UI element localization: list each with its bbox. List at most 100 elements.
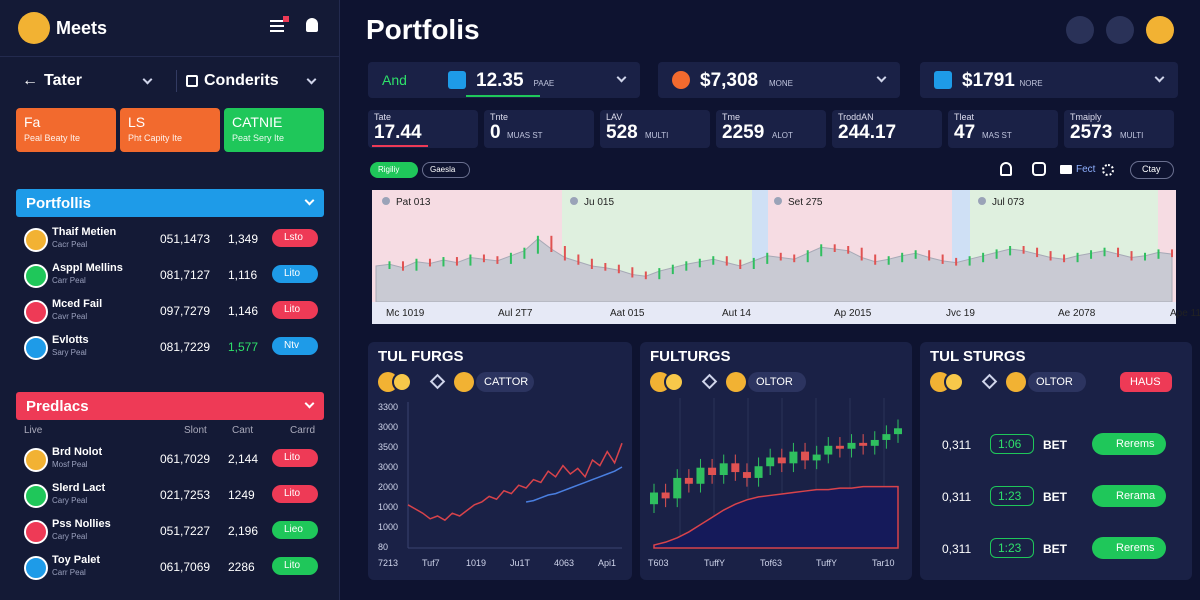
x-tick-label: Aat 015	[610, 308, 645, 319]
chip[interactable]	[370, 162, 418, 178]
chip-label[interactable]: Rigiliy	[378, 165, 400, 174]
row-action-label[interactable]: Lsto	[284, 232, 303, 243]
row-action-label[interactable]: Lito	[284, 452, 301, 463]
row-action-label[interactable]: Lito	[284, 560, 301, 571]
candle-body	[684, 477, 693, 484]
summary-icon	[448, 71, 466, 89]
candle-body	[777, 457, 786, 464]
candle-body	[673, 477, 682, 499]
main-chart: Pat 013 Ju 015 Set 275 Jul 073 Mc 1019 Aul 2T…	[372, 190, 1200, 324]
panel-title: TUL FURGS	[378, 348, 464, 365]
section-header[interactable]	[16, 392, 324, 420]
tool-button[interactable]	[1130, 161, 1174, 179]
tool-label[interactable]: Fect	[1076, 164, 1096, 175]
candle-body	[708, 467, 717, 475]
coin-icon	[664, 372, 684, 392]
stat-card	[1064, 110, 1174, 148]
card[interactable]	[16, 108, 116, 152]
chart-tab[interactable]: Ju 015	[584, 197, 614, 208]
chip-label[interactable]: Gaesla	[430, 165, 456, 174]
tab-icon	[774, 197, 782, 205]
row-sub: Cacr Peal	[52, 240, 88, 249]
avatar	[24, 556, 48, 580]
row-change: 2286	[228, 560, 255, 574]
row-action[interactable]	[272, 485, 318, 503]
panel-button-label[interactable]: HAUS	[1130, 376, 1161, 388]
row-action[interactable]	[1092, 537, 1166, 559]
tab-icon	[382, 197, 390, 205]
profile-avatar[interactable]	[1146, 16, 1174, 44]
row-name: Toy Palet	[52, 554, 101, 566]
avatar[interactable]	[18, 12, 50, 44]
stat-value: 528	[606, 122, 638, 143]
tool-label[interactable]: Ctay	[1142, 164, 1161, 174]
row-action[interactable]	[272, 521, 318, 539]
card[interactable]	[224, 108, 324, 152]
panel-title: FULTURGS	[650, 348, 731, 365]
candle-body	[731, 463, 740, 473]
row-action[interactable]	[272, 265, 318, 283]
summary-unit: PAAE	[533, 79, 555, 88]
row-action-label[interactable]: Lito	[284, 304, 301, 315]
row-sub: Mosf Peal	[52, 460, 88, 469]
row-action-label[interactable]: Lito	[284, 268, 301, 279]
summary-card[interactable]	[368, 62, 640, 98]
value-underline	[466, 95, 540, 97]
row-name: Pss Nollies	[52, 518, 111, 530]
section-header[interactable]	[16, 189, 324, 217]
blue-line	[525, 466, 623, 503]
row-action[interactable]	[272, 337, 318, 355]
row-change: 2,144	[228, 452, 259, 466]
row-label: BET	[1043, 438, 1067, 452]
settings-icon[interactable]	[1066, 16, 1094, 44]
time-chip	[990, 538, 1034, 558]
menu-icon[interactable]	[270, 20, 284, 32]
facebook-icon[interactable]	[1106, 16, 1134, 44]
chip[interactable]	[422, 162, 470, 178]
row-action[interactable]	[272, 557, 318, 575]
row-value: 061,7029	[160, 452, 211, 466]
summary-card[interactable]	[658, 62, 900, 98]
stat-unit: MULTI	[645, 131, 669, 140]
filter[interactable]: Tater	[44, 72, 82, 89]
x-tick-label: TuffY	[704, 558, 725, 568]
row-action[interactable]	[272, 301, 318, 319]
filter[interactable]: Conderits	[204, 72, 279, 89]
summary-value: $7,308	[700, 70, 759, 91]
row-name: Slerd Lact	[52, 482, 106, 494]
row-action-label[interactable]: Ntv	[284, 340, 299, 351]
chart-tab[interactable]: Jul 073	[992, 197, 1025, 208]
row-action-label[interactable]: Rerems	[1116, 542, 1155, 554]
row-action[interactable]	[272, 449, 318, 467]
row-name: Brd Nolot	[52, 446, 103, 458]
avatar	[24, 448, 48, 472]
tag	[748, 372, 806, 392]
row-change: 1,116	[228, 268, 258, 282]
section-title: Portfollis	[26, 195, 92, 212]
time-label: 1:06	[998, 437, 1022, 451]
row-action[interactable]	[272, 229, 318, 247]
page-title: Portfolis	[366, 14, 480, 45]
card[interactable]	[120, 108, 220, 152]
summary-card[interactable]	[920, 62, 1178, 98]
avatar	[24, 484, 48, 508]
badge	[283, 16, 289, 22]
chart-tab[interactable]: Pat 013	[396, 197, 431, 208]
card-title: LS	[128, 114, 146, 130]
row-value: 081,7127	[160, 268, 211, 282]
chart-tab[interactable]: Set 275	[788, 197, 823, 208]
row-action[interactable]	[1092, 433, 1166, 455]
panel-button[interactable]	[1120, 372, 1172, 392]
mail-icon	[1060, 165, 1072, 174]
row-action[interactable]	[1092, 485, 1166, 507]
row-action-label[interactable]: Rerama	[1116, 490, 1156, 502]
stat-label: Tate	[374, 112, 392, 122]
candle-body	[650, 492, 658, 505]
x-tick-label: Aul 2T7	[498, 308, 533, 319]
user-icon[interactable]	[306, 18, 318, 32]
x-tick-label: 7213	[378, 558, 398, 568]
row-action-label[interactable]: Rerems	[1116, 438, 1155, 450]
row-action-label[interactable]: Lieo	[284, 524, 303, 535]
row-action-label[interactable]: Lito	[284, 488, 301, 499]
row-value: 081,7229	[160, 340, 211, 354]
